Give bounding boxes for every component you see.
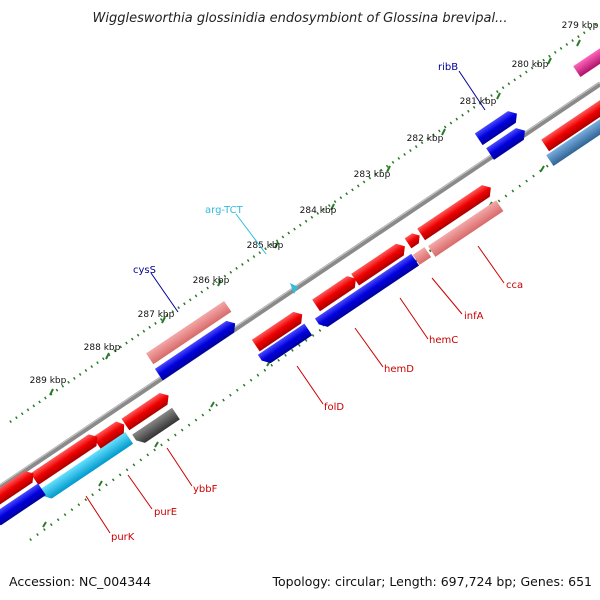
pink-block-cca[interactable] bbox=[428, 200, 504, 257]
gene-block-purK[interactable] bbox=[0, 468, 37, 509]
kbp-label-282: 282 kbp bbox=[407, 134, 444, 144]
gene-label-hemC[interactable]: hemC bbox=[429, 335, 458, 346]
topology-text: Topology: circular; Length: 697,724 bp; … bbox=[272, 574, 593, 589]
gene-block-infA[interactable] bbox=[404, 231, 423, 249]
kbp-label-283: 283 kbp bbox=[354, 170, 391, 180]
pink-block-cysS[interactable] bbox=[146, 300, 232, 365]
gene-label-cysS[interactable]: cysS bbox=[133, 265, 156, 276]
pink-block-infA[interactable] bbox=[412, 247, 432, 265]
kbp-label-286: 286 kbp bbox=[193, 276, 230, 286]
gene-label-cca[interactable]: cca bbox=[506, 280, 523, 291]
kbp-label-289: 289 kbp bbox=[30, 376, 67, 386]
gene-block-hemD[interactable] bbox=[314, 253, 420, 330]
kbp-label-288: 288 kbp bbox=[84, 343, 121, 353]
forward-block-purE[interactable] bbox=[92, 419, 128, 449]
steel-block-right[interactable] bbox=[546, 115, 600, 167]
forward-block-ybbF[interactable] bbox=[121, 390, 173, 431]
gene-block-folD[interactable] bbox=[251, 309, 306, 352]
forward-block-hemD[interactable] bbox=[312, 273, 360, 312]
gene-label-hemD[interactable]: hemD bbox=[384, 364, 414, 375]
forward-block-long[interactable] bbox=[30, 431, 102, 486]
kbp-label-281: 281 kbp bbox=[460, 97, 497, 107]
reverse-block-ribB-2[interactable] bbox=[486, 125, 529, 160]
kbp-label-287: 287 kbp bbox=[138, 310, 175, 320]
accession-text: Accession: NC_004344 bbox=[9, 574, 151, 589]
reverse-block-folD[interactable] bbox=[257, 323, 313, 367]
gene-block-hemC[interactable] bbox=[351, 240, 409, 286]
leader-lines bbox=[85, 70, 505, 534]
inner-tick-ring bbox=[29, 126, 600, 542]
gene-label-ybbF[interactable]: ybbF bbox=[193, 484, 218, 495]
gene-label-infA[interactable]: infA bbox=[464, 311, 484, 322]
forward-block-right[interactable] bbox=[541, 93, 600, 152]
kbp-label-285: 285 kbp bbox=[247, 241, 284, 251]
gene-block-purE[interactable] bbox=[38, 432, 134, 502]
gene-label-purE[interactable]: purE bbox=[154, 507, 177, 518]
outer-tick-ring bbox=[9, 20, 600, 424]
magenta-block[interactable] bbox=[573, 43, 600, 78]
gene-label-purK[interactable]: purK bbox=[111, 532, 135, 543]
kbp-label-279: 279 kbp bbox=[562, 21, 599, 31]
kbp-label-284: 284 kbp bbox=[300, 206, 337, 216]
gene-label-folD[interactable]: folD bbox=[324, 402, 344, 413]
gene-block-ribB[interactable] bbox=[474, 108, 521, 146]
gene-label-arg-TCT[interactable]: arg-TCT bbox=[205, 205, 244, 216]
gene-block-ybbF[interactable] bbox=[132, 407, 180, 446]
gene-block-cca[interactable] bbox=[417, 182, 495, 241]
kbp-label-280: 280 kbp bbox=[512, 60, 549, 70]
gene-block-cysS[interactable] bbox=[154, 318, 239, 381]
outer-major-ticks bbox=[49, 39, 581, 396]
feature-blocks bbox=[0, 43, 600, 528]
map-title: Wigglesworthia glossinidia endosymbiont … bbox=[93, 11, 508, 26]
reverse-block-purK[interactable] bbox=[0, 483, 46, 528]
trna-marker-argTCT[interactable] bbox=[290, 283, 298, 294]
gene-label-ribB[interactable]: ribB bbox=[438, 62, 458, 73]
